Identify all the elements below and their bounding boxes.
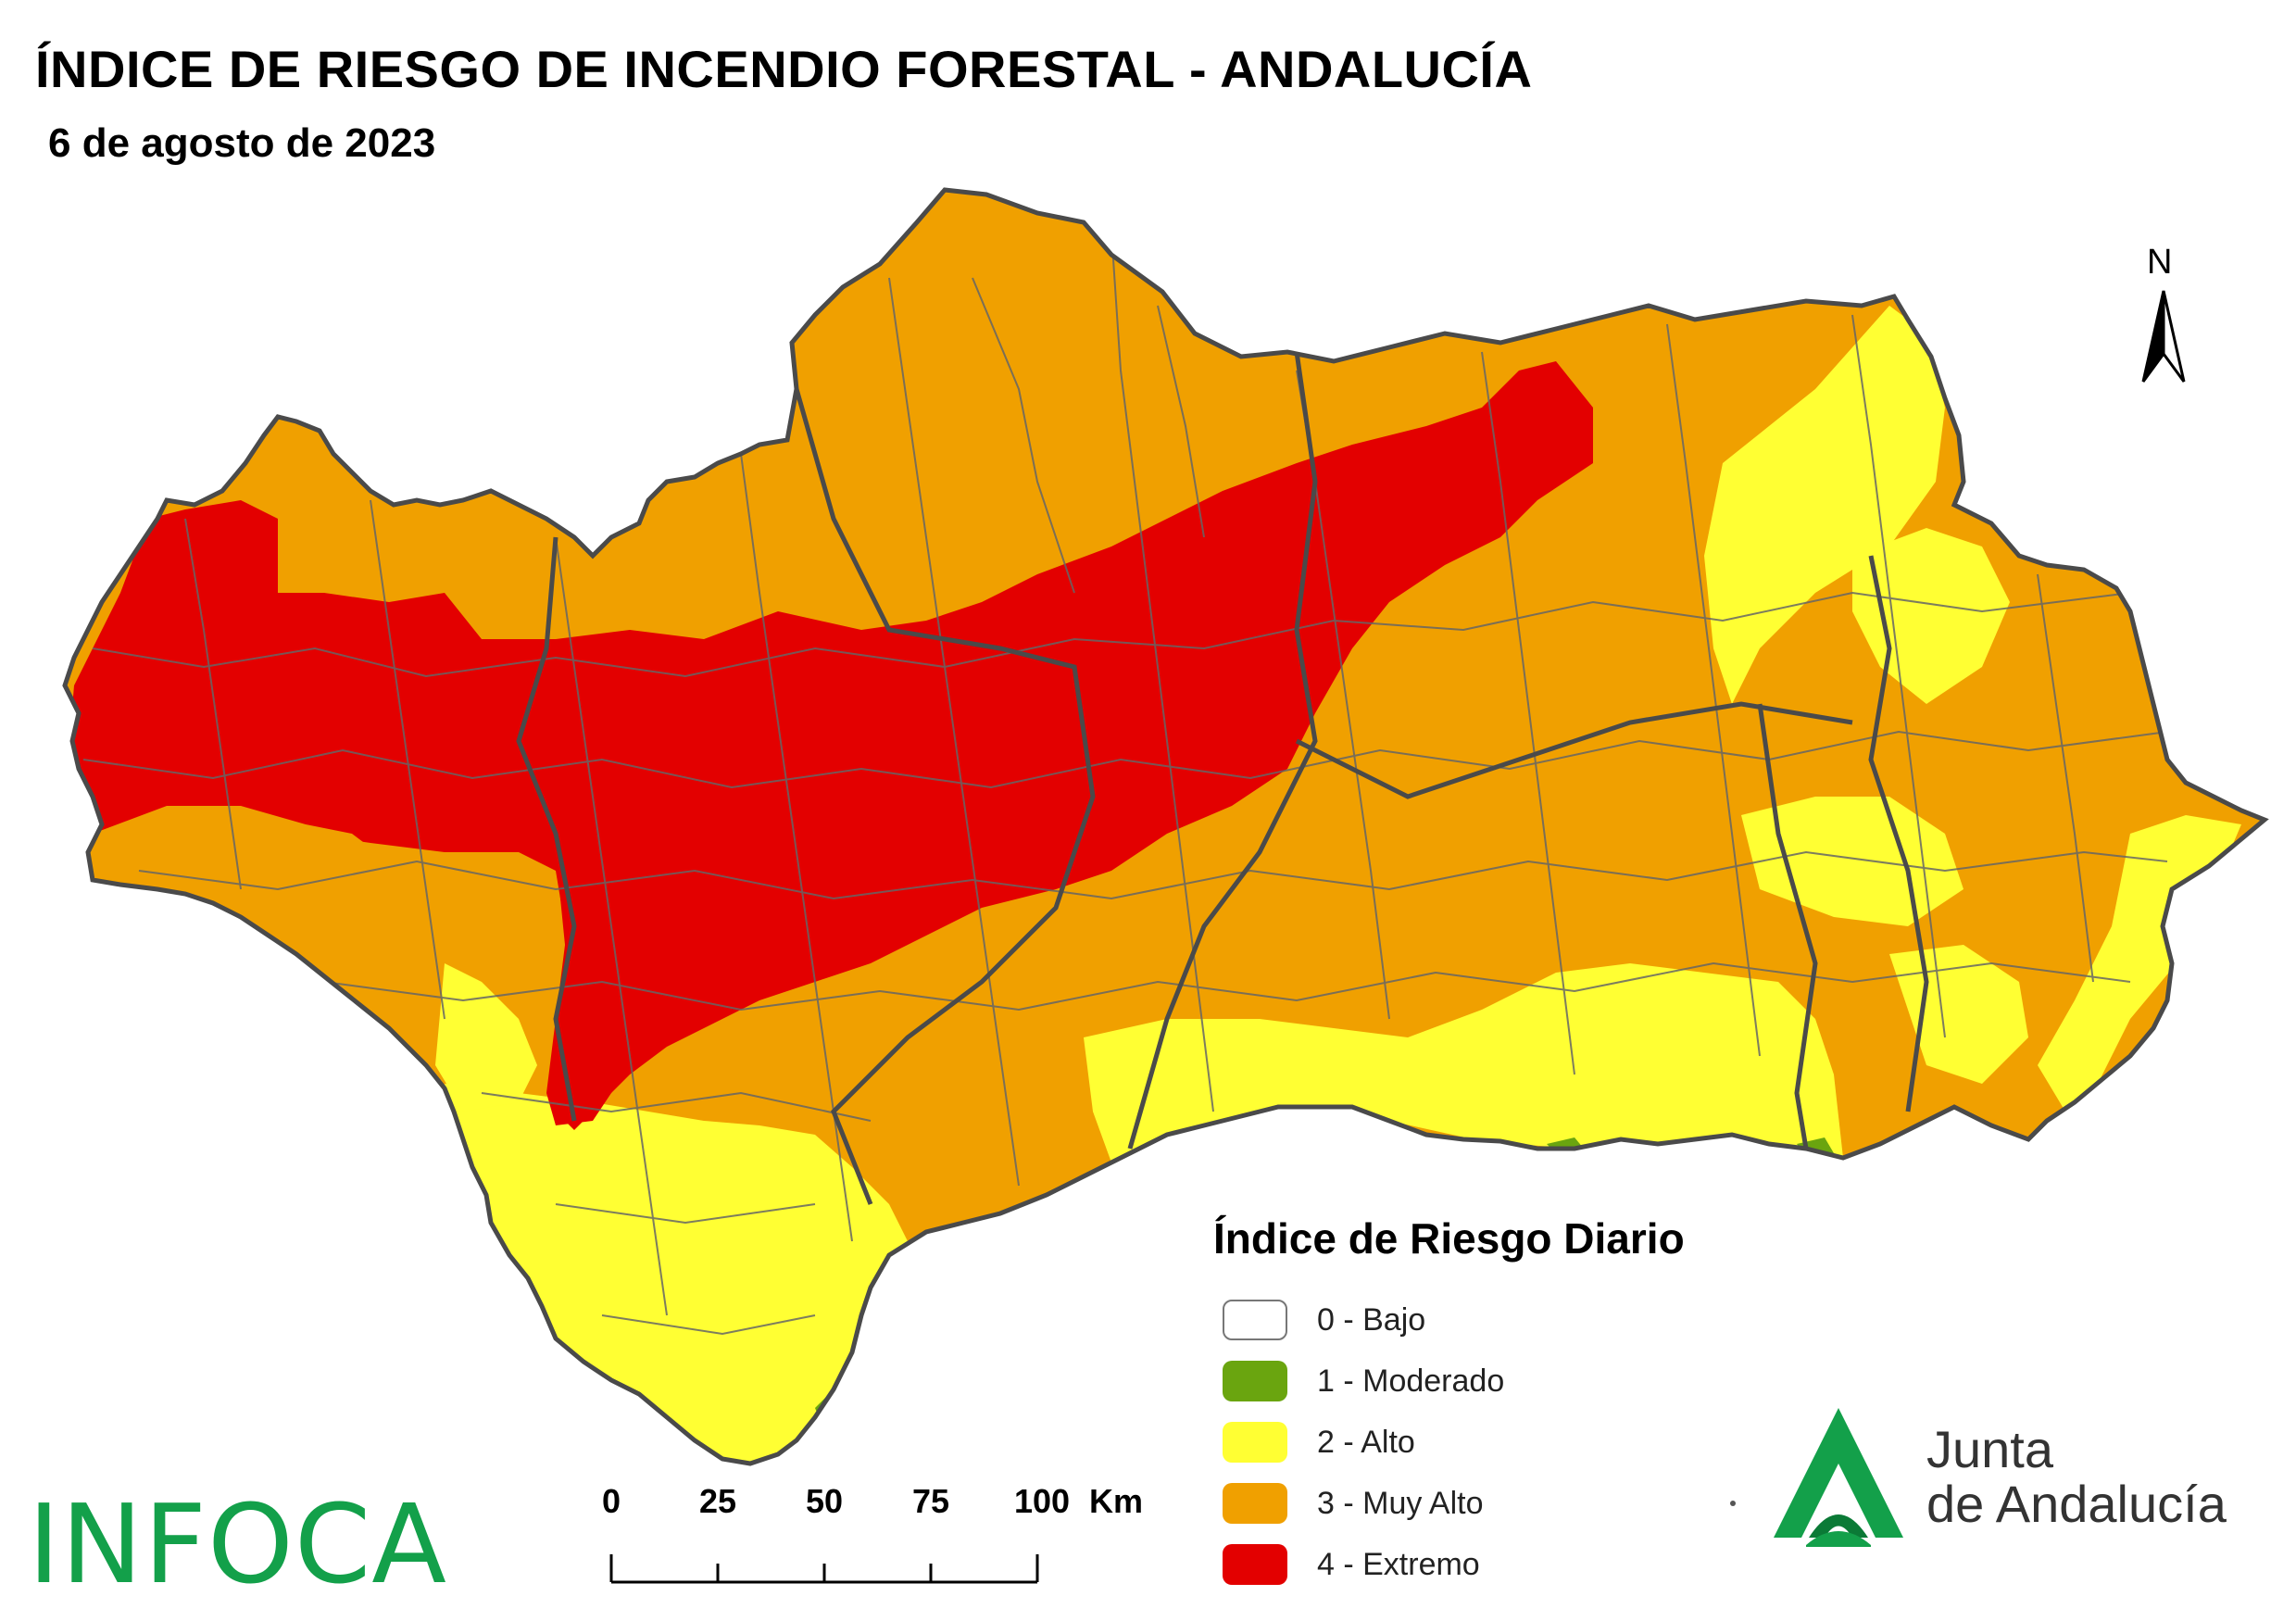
decorative-dot (1730, 1501, 1736, 1506)
scale-tick-label: 25 (698, 1482, 737, 1520)
junta-line1: Junta (1926, 1420, 2053, 1478)
legend-title: Índice de Riesgo Diario (1213, 1214, 1685, 1263)
junta-andalucia-wordmark: Junta de Andalucía (1926, 1420, 2227, 1533)
scale-unit-label: Km (1088, 1482, 1144, 1520)
junta-line2: de Andalucía (1926, 1474, 2227, 1533)
map-title: ÍNDICE DE RIESGO DE INCENDIO FORESTAL - … (35, 40, 1533, 98)
scale-tick-label: 100 (1013, 1482, 1071, 1520)
legend-swatch-moderado (1223, 1361, 1287, 1401)
legend-label: 2 - Alto (1317, 1424, 1415, 1460)
scale-bar-line (609, 1554, 1039, 1584)
legend-swatch-bajo (1223, 1300, 1287, 1340)
north-arrow-icon (2141, 290, 2186, 383)
legend-item: 1 - Moderado (1213, 1351, 1685, 1412)
scale-tick-label: 0 (601, 1482, 621, 1520)
legend-item: 0 - Bajo (1213, 1289, 1685, 1351)
legend-label: 3 - Muy Alto (1317, 1485, 1484, 1521)
infoca-logo: INFOCA (28, 1480, 447, 1608)
scale-tick-label: 50 (805, 1482, 844, 1520)
north-label: N (2147, 243, 2173, 282)
junta-andalucia-logo-icon (1774, 1408, 1903, 1547)
map-date: 6 de agosto de 2023 (48, 120, 436, 166)
legend-item: 2 - Alto (1213, 1412, 1685, 1473)
legend-swatch-alto (1223, 1422, 1287, 1463)
legend-label: 4 - Extremo (1317, 1546, 1480, 1582)
legend: Índice de Riesgo Diario 0 - Bajo 1 - Mod… (1213, 1213, 1685, 1595)
legend-item: 3 - Muy Alto (1213, 1473, 1685, 1534)
legend-swatch-muy-alto (1223, 1483, 1287, 1524)
scale-bar: 0 25 50 75 100 Km (593, 1482, 1167, 1593)
scale-tick-label: 75 (911, 1482, 950, 1520)
legend-label: 0 - Bajo (1317, 1301, 1426, 1338)
legend-item: 4 - Extremo (1213, 1534, 1685, 1595)
legend-label: 1 - Moderado (1317, 1363, 1505, 1399)
legend-swatch-extremo (1223, 1544, 1287, 1585)
